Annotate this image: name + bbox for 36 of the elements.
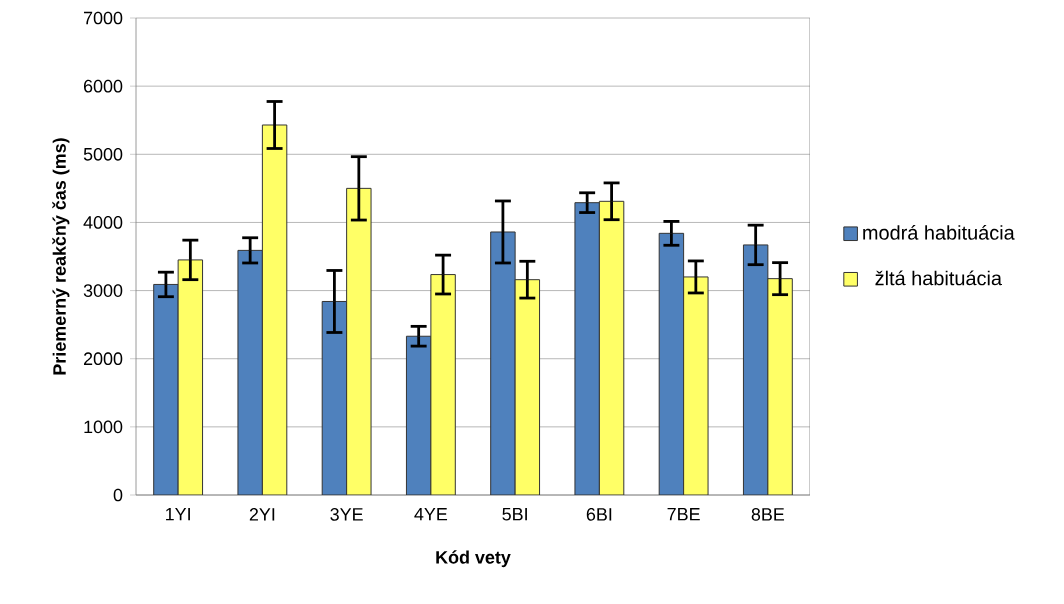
x-tick-label: 7BE (667, 508, 700, 521)
legend-label: modrá habituácia (863, 224, 1015, 240)
x-tick-label: 8BE (751, 508, 785, 521)
y-tick-label: 4000 (83, 216, 123, 229)
y-tick-label: 3000 (83, 284, 123, 297)
bar (153, 283, 179, 495)
x-tick-label: 3YE (330, 508, 363, 521)
bar (321, 300, 348, 495)
y-axis-title: Priemerný reakčný čas (ms) (52, 138, 70, 375)
y-tick-label: 5000 (83, 147, 123, 161)
bar (490, 231, 516, 495)
y-tick-label: 1000 (84, 420, 123, 434)
bar (574, 202, 600, 495)
x-tick-label: 1YI (166, 508, 190, 521)
bar (598, 200, 625, 495)
y-tick-label: 0 (113, 488, 123, 502)
bar (683, 276, 709, 495)
bar (658, 232, 685, 495)
x-tick-label: 4YE (414, 508, 448, 521)
x-axis-title: Kód vety (436, 550, 511, 568)
x-tick-label: 5BI (502, 508, 527, 521)
bar (346, 187, 372, 495)
x-tick-label: 2YI (249, 508, 275, 521)
bar (514, 279, 541, 495)
bar (767, 278, 793, 495)
y-tick-label: 2000 (83, 352, 123, 366)
y-tick-label: 7000 (83, 11, 123, 25)
bar (261, 124, 288, 495)
x-tick-label: 6BI (586, 508, 612, 521)
bar (430, 274, 456, 495)
bar (742, 244, 769, 495)
bar (177, 259, 204, 495)
y-tick-label: 6000 (83, 79, 123, 93)
legend-label: žltá habituácia (875, 270, 1003, 286)
bar (405, 335, 432, 495)
bar (237, 249, 263, 495)
